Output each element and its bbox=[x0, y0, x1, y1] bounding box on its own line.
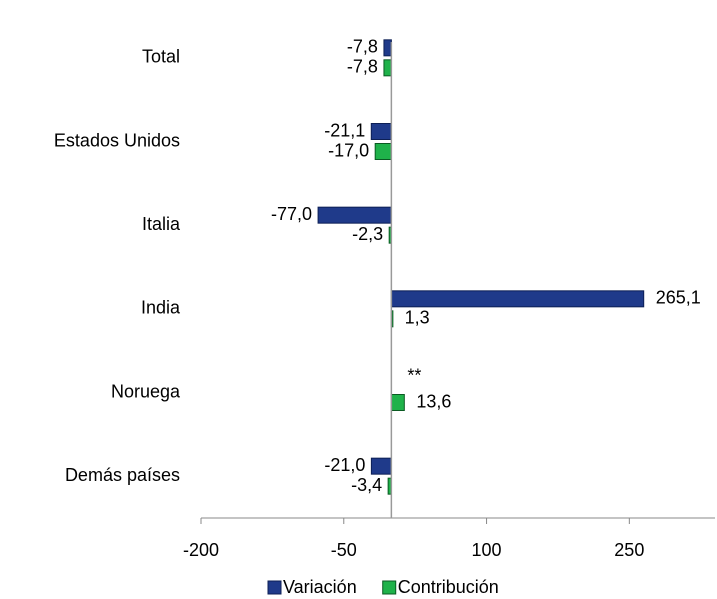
value-label: -3,4 bbox=[351, 475, 382, 495]
legend-label: Contribución bbox=[398, 577, 499, 597]
category-label: Demás países bbox=[65, 465, 180, 485]
bar bbox=[370, 457, 392, 475]
value-label: -17,0 bbox=[328, 140, 369, 160]
value-label: -21,0 bbox=[324, 455, 365, 475]
legend-swatch bbox=[382, 580, 397, 595]
bar bbox=[370, 123, 392, 140]
category-label: Estados Unidos bbox=[54, 130, 180, 150]
category-label: Noruega bbox=[111, 381, 181, 401]
bar bbox=[383, 39, 392, 57]
legend-swatch bbox=[267, 580, 282, 595]
x-tick-label: 100 bbox=[472, 540, 502, 560]
value-label: 1,3 bbox=[405, 308, 430, 328]
category-label: Italia bbox=[142, 214, 181, 234]
x-tick-label: -50 bbox=[331, 540, 357, 560]
category-label: India bbox=[141, 298, 181, 318]
value-label: 265,1 bbox=[656, 288, 701, 308]
value-label: -2,3 bbox=[352, 224, 383, 244]
bar bbox=[317, 206, 392, 224]
value-label: -77,0 bbox=[271, 204, 312, 224]
value-label: -7,8 bbox=[347, 57, 378, 77]
legend-label: Variación bbox=[283, 577, 357, 597]
value-label: -7,8 bbox=[347, 37, 378, 57]
bar bbox=[390, 290, 645, 308]
bar bbox=[374, 143, 392, 160]
x-tick-label: 250 bbox=[614, 540, 644, 560]
category-label: Total bbox=[142, 47, 180, 67]
value-label: ** bbox=[407, 365, 421, 385]
x-tick-label: -200 bbox=[183, 540, 219, 560]
bar bbox=[390, 394, 405, 411]
value-label: -21,1 bbox=[324, 120, 365, 140]
value-label: 13,6 bbox=[416, 391, 451, 411]
bar bbox=[383, 59, 392, 77]
